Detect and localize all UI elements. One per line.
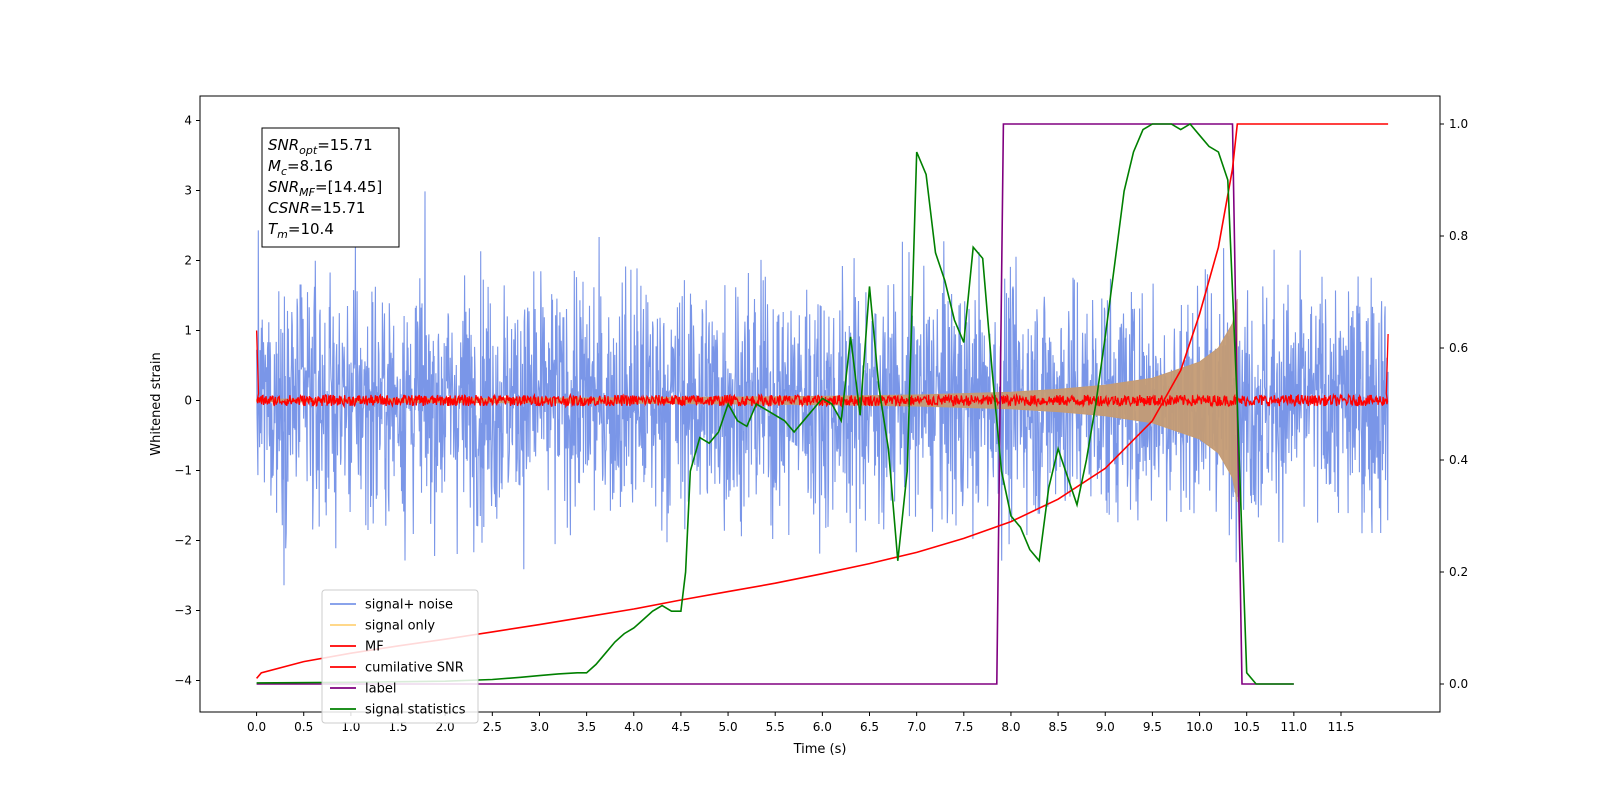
x-tick-label: 9.5	[1143, 720, 1162, 734]
x-tick-label: 2.5	[483, 720, 502, 734]
x-tick-label: 10.5	[1233, 720, 1260, 734]
x-tick-label: 0.5	[294, 720, 313, 734]
x-tick-label: 6.0	[813, 720, 832, 734]
plot-area	[255, 122, 1389, 685]
y-tick-label: 1	[184, 324, 192, 338]
x-tick-label: 10.0	[1186, 720, 1213, 734]
legend-frame	[321, 589, 479, 724]
x-tick-label: 6.5	[860, 720, 879, 734]
x-tick-label: 8.0	[1001, 720, 1020, 734]
y-tick-label: −4	[174, 674, 192, 688]
y-tick-label: 2	[184, 254, 192, 268]
info-line: SNRMF=[14.45]	[268, 178, 382, 199]
x-tick-label: 3.5	[577, 720, 596, 734]
x-tick-label: 9.0	[1096, 720, 1115, 734]
y-tick-label: −2	[174, 534, 192, 548]
series-mf	[255, 330, 1389, 409]
legend-item-label: signal statistics	[365, 703, 466, 718]
y-axis-label: Whitened strain	[149, 352, 164, 455]
plot-frame	[199, 95, 1441, 713]
x-tick-label: 4.5	[671, 720, 690, 734]
x-tick-label: 8.5	[1049, 720, 1068, 734]
x-tick-label: 7.5	[954, 720, 973, 734]
x-tick-label: 0.0	[247, 720, 266, 734]
x-tick-label: 5.5	[766, 720, 785, 734]
info-line: Tm=10.4	[268, 220, 334, 241]
x-tick-label: 5.0	[719, 720, 738, 734]
x-tick-label: 11.5	[1328, 720, 1355, 734]
y-tick-label: −1	[174, 464, 192, 478]
y-tick-label: 3	[184, 184, 192, 198]
legend: signal+ noise signal only MF cumilative SNR…	[321, 589, 479, 724]
x-tick-label: 4.0	[624, 720, 643, 734]
legend-item-label: signal only	[365, 619, 435, 634]
legend-item-label: cumilative SNR	[365, 661, 464, 676]
y2-tick-label: 0.6	[1449, 341, 1468, 355]
info-line: CSNR=15.71	[268, 199, 365, 217]
y-tick-label: −3	[174, 604, 192, 618]
y2-tick-label: 0.4	[1449, 453, 1468, 467]
y2-tick-label: 1.0	[1449, 117, 1468, 131]
x-axis-label: Time (s)	[793, 742, 847, 757]
info-box-frame	[261, 127, 400, 248]
info-line: SNRopt=15.71	[268, 136, 373, 157]
series-label	[256, 123, 1294, 685]
info-line: Mc=8.16	[268, 157, 333, 178]
y-tick-label: 0	[184, 394, 192, 408]
legend-item-label: signal+ noise	[365, 598, 453, 613]
legend-item-label: label	[365, 682, 396, 697]
x-tick-label: 7.0	[907, 720, 926, 734]
y2-tick-label: 0.0	[1449, 677, 1468, 691]
legend-item-label: MF	[365, 640, 384, 655]
x-tick-label: 11.0	[1280, 720, 1307, 734]
series-signal-statistics	[256, 122, 1294, 685]
info-box: SNRopt=15.71Mc=8.16SNRMF=[14.45]CSNR=15.…	[261, 127, 400, 248]
y2-tick-label: 0.8	[1449, 229, 1468, 243]
y2-tick-label: 0.2	[1449, 565, 1468, 579]
x-tick-label: 3.0	[530, 720, 549, 734]
y-tick-label: 4	[184, 114, 192, 128]
